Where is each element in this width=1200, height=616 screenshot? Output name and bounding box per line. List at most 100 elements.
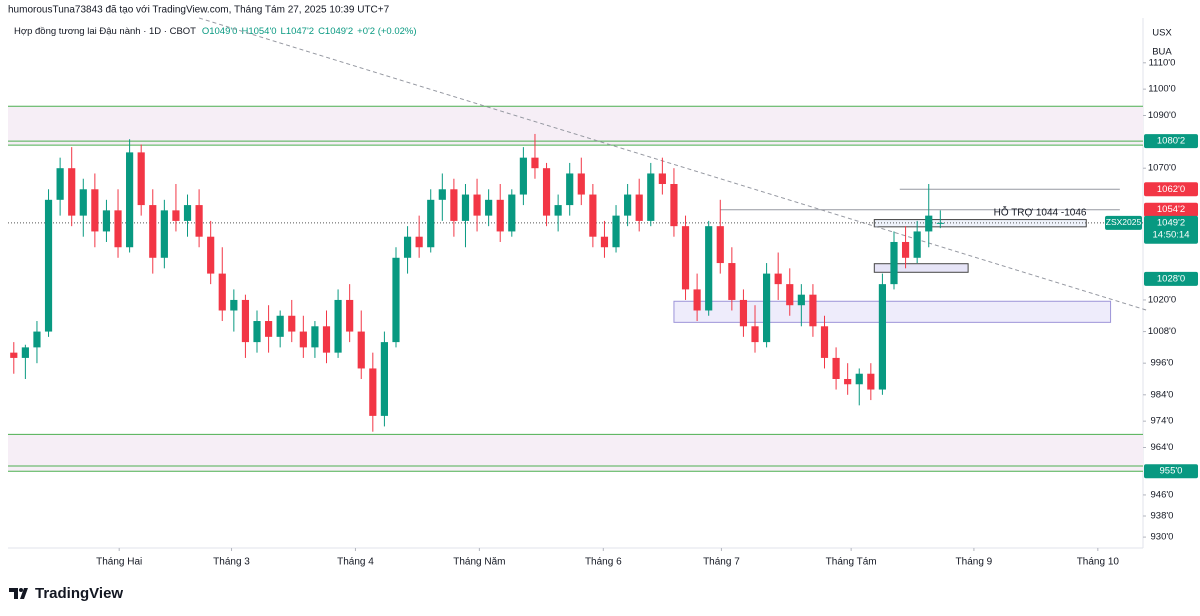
candle-body <box>461 194 470 221</box>
candle-body <box>820 326 829 358</box>
credit: humorousTuna73843 đã tạo với TradingView… <box>8 5 390 16</box>
price-tag-label: 1062'0 <box>1157 184 1185 195</box>
price-tag <box>1144 182 1198 197</box>
candle-body <box>624 194 632 216</box>
y-tick-label: 1070'0 <box>1148 163 1176 174</box>
candle-body <box>369 368 377 416</box>
candle-body <box>809 294 817 327</box>
candle-body <box>380 342 388 416</box>
candle-body <box>102 210 111 232</box>
ohlc-low: L1047'2 <box>281 26 315 37</box>
trendline <box>198 17 1148 311</box>
candle-body <box>114 210 122 248</box>
candle-body <box>531 157 539 169</box>
price-tag <box>1144 202 1198 217</box>
candle-body <box>786 284 794 306</box>
candle-body <box>739 299 748 327</box>
candle-body <box>774 273 782 285</box>
brand-logo <box>9 588 28 599</box>
price-tag-label: 1054'2 <box>1157 204 1185 215</box>
candle-body <box>253 321 261 343</box>
candle-body <box>936 222 944 224</box>
symbol-tag <box>1105 215 1142 230</box>
candle-body <box>126 152 134 248</box>
candle-body <box>346 299 354 332</box>
price-tag <box>1144 134 1198 149</box>
x-tick-label: Tháng 6 <box>585 557 622 568</box>
candle-body <box>705 226 713 311</box>
candle-body <box>311 326 319 348</box>
candle-body <box>508 194 516 232</box>
candle-body <box>207 236 215 274</box>
x-tick-label: Tháng 4 <box>337 557 374 568</box>
candle-body <box>450 189 458 221</box>
candle-body <box>878 284 887 390</box>
candle-body <box>137 152 145 206</box>
box <box>673 300 1112 323</box>
candle-body <box>21 347 29 358</box>
candle-body <box>485 199 493 216</box>
candle-body <box>183 205 192 221</box>
ohlc-change: +0'2 (+0.02%) <box>357 26 416 37</box>
y-tick-label: 1110'0 <box>1149 57 1176 68</box>
candle-body <box>855 373 863 385</box>
x-tick-label: Tháng Hai <box>96 557 142 568</box>
candle-body <box>334 299 342 353</box>
candle-body <box>647 173 655 221</box>
candle-body <box>577 173 585 195</box>
candle-body <box>44 199 53 332</box>
price-tag-label: 1080'2 <box>1157 136 1185 147</box>
candle-body <box>832 357 840 379</box>
candle-body <box>554 205 562 216</box>
last-price-tag <box>1144 215 1198 242</box>
candle-body <box>33 331 41 348</box>
candle-body <box>901 241 910 258</box>
x-tick-label: Tháng 7 <box>703 557 740 568</box>
y-tick-label: 1008'0 <box>1148 326 1176 337</box>
candle-body <box>913 231 921 258</box>
y-tick-label: 946'0 <box>1151 489 1174 500</box>
candle-body <box>241 299 250 343</box>
candle-body <box>473 194 481 216</box>
currency: USX <box>1152 28 1172 39</box>
candle-body <box>392 257 400 343</box>
candle-body <box>542 168 551 216</box>
x-tick-label: Tháng Tám <box>826 557 877 568</box>
price-tag <box>1144 271 1198 286</box>
candle-body <box>751 326 759 343</box>
candle-body <box>230 299 238 311</box>
candle-body <box>357 331 365 369</box>
candle-body <box>681 226 690 290</box>
candle-body <box>403 236 412 258</box>
candle-body <box>91 189 99 232</box>
symbol-title: Hợp đồng tương lai Đậu nành · 1D · CBOT <box>14 26 196 37</box>
candle-body <box>149 205 157 258</box>
candle-body <box>276 315 284 337</box>
ohlc-high: H1054'0 <box>241 26 276 37</box>
candle-body <box>160 210 168 258</box>
candle-body <box>427 199 435 248</box>
zone <box>8 434 1143 472</box>
y-tick-label: 1020'0 <box>1148 294 1176 305</box>
candle-body <box>172 210 180 221</box>
box <box>873 263 969 273</box>
candle-body <box>635 194 643 221</box>
candle-body <box>728 263 736 300</box>
countdown: 14:50:14 <box>1153 229 1190 240</box>
y-tick-label: 964'0 <box>1151 442 1174 453</box>
ohlc-close: C1049'2 <box>318 26 353 37</box>
candle-body <box>658 173 666 185</box>
ohlc-open: O1049'0 <box>202 26 238 37</box>
candle-body <box>716 226 724 264</box>
price-tag <box>1144 464 1198 479</box>
candle-body <box>867 373 875 390</box>
candle-body <box>56 168 64 200</box>
candle-body <box>693 289 701 311</box>
candle-body <box>68 168 76 216</box>
candle-body <box>763 273 771 343</box>
y-tick-label: 974'0 <box>1151 416 1174 427</box>
candle-body <box>612 215 620 248</box>
candle-body <box>322 326 331 353</box>
candle-body <box>195 205 203 237</box>
x-tick-label: Tháng 10 <box>1077 557 1120 568</box>
